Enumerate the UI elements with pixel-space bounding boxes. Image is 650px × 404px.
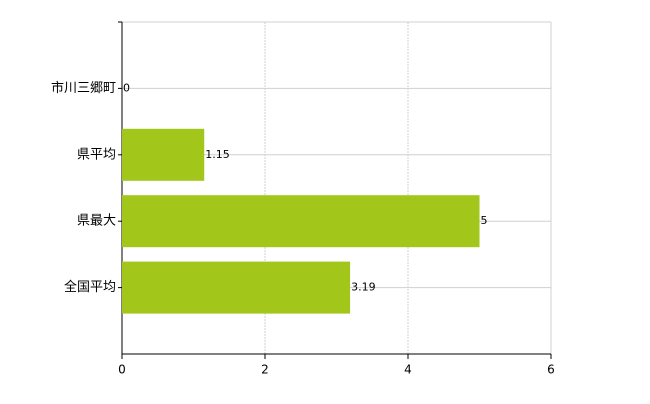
bar [122, 128, 205, 181]
value-label: 0 [123, 81, 130, 94]
y-tick-label: 県平均 [77, 147, 116, 162]
value-label: 1.15 [205, 148, 230, 161]
bar [122, 195, 480, 248]
x-tick-label: 0 [118, 363, 126, 377]
bar [122, 261, 351, 314]
x-tick-label: 2 [261, 363, 269, 377]
x-tick-label: 6 [547, 363, 555, 377]
value-label: 3.19 [351, 281, 376, 294]
y-tick-label: 市川三郷町 [51, 80, 116, 96]
y-tick-label: 県最大 [77, 214, 116, 229]
y-tick-label: 全国平均 [64, 279, 116, 295]
x-tick-label: 4 [404, 363, 412, 377]
value-label: 5 [481, 214, 488, 227]
